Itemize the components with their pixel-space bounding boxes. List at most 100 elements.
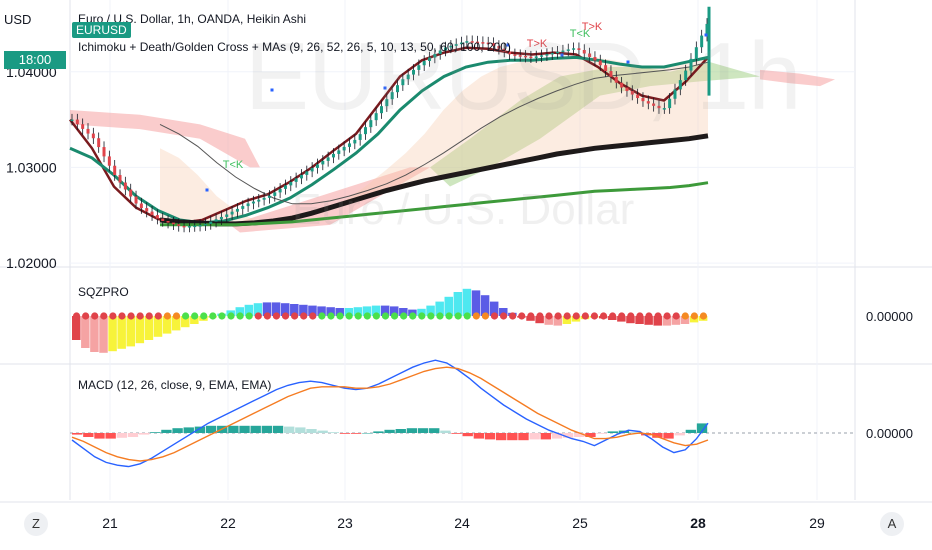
squeeze-bar bbox=[362, 306, 372, 316]
squeeze-dot bbox=[82, 312, 90, 320]
squeeze-dot bbox=[91, 312, 99, 320]
candle-body bbox=[620, 82, 624, 88]
x-tick-label: 28 bbox=[690, 515, 706, 531]
squeeze-dot bbox=[409, 312, 417, 320]
squeeze-bar bbox=[499, 308, 508, 316]
time-badge: 18:00 bbox=[4, 51, 66, 69]
signal-marker bbox=[270, 88, 274, 92]
squeeze-dot bbox=[191, 312, 199, 320]
candle-body bbox=[379, 106, 383, 114]
candle-body bbox=[657, 105, 661, 109]
macd-histogram-bar bbox=[451, 433, 462, 434]
squeeze-dot bbox=[663, 312, 671, 320]
squeeze-bar bbox=[190, 316, 199, 324]
candle-body bbox=[171, 222, 175, 225]
squeeze-dot bbox=[609, 312, 617, 320]
candle-body bbox=[646, 101, 650, 104]
squeeze-bar bbox=[371, 305, 381, 316]
squeeze-dot bbox=[454, 312, 462, 320]
squeeze-bar bbox=[417, 308, 426, 316]
auto-scale-button[interactable]: A bbox=[880, 512, 904, 536]
candle-body bbox=[129, 189, 133, 197]
macd-histogram-bar bbox=[362, 433, 373, 434]
candle-body bbox=[299, 174, 303, 179]
squeeze-dot bbox=[336, 312, 344, 320]
macd-histogram-bar bbox=[94, 433, 105, 439]
candle-body bbox=[187, 226, 191, 228]
macd-pane-title[interactable]: MACD (12, 26, close, 9, EMA, EMA) bbox=[78, 378, 272, 392]
candle-body bbox=[422, 60, 426, 66]
candle-body bbox=[273, 192, 277, 196]
x-tick-label: 21 bbox=[102, 515, 118, 531]
candle-body bbox=[337, 150, 341, 154]
macd-histogram-bar bbox=[295, 427, 306, 433]
squeeze-bar bbox=[435, 301, 444, 316]
squeeze-bar bbox=[471, 290, 481, 316]
macd-histogram-bar bbox=[339, 433, 351, 434]
squeeze-bar bbox=[290, 304, 299, 316]
macd-histogram-bar bbox=[674, 433, 685, 436]
candle-body bbox=[294, 178, 298, 182]
candle-body bbox=[369, 120, 373, 128]
squeeze-dot bbox=[636, 312, 644, 320]
candle-body bbox=[492, 43, 496, 46]
indicator-legend[interactable]: Ichimoku + Death/Golden Cross + MAs (9, … bbox=[78, 40, 511, 54]
macd-histogram-bar bbox=[406, 428, 418, 433]
squeeze-dot bbox=[372, 312, 380, 320]
candle-body bbox=[203, 223, 207, 226]
candle-body bbox=[625, 87, 629, 92]
candle-body bbox=[235, 208, 239, 212]
signal-marker bbox=[506, 43, 510, 47]
candle-body bbox=[81, 124, 85, 129]
squeeze-dot bbox=[345, 312, 353, 320]
squeeze-dot bbox=[490, 312, 499, 320]
candle-body bbox=[609, 71, 613, 77]
candle-body bbox=[230, 211, 234, 215]
symbol-badge[interactable]: EURUSD bbox=[72, 22, 131, 38]
squeeze-bar bbox=[244, 304, 254, 316]
signal-marker bbox=[205, 188, 209, 192]
candle-body bbox=[588, 53, 592, 57]
candle-body bbox=[540, 55, 544, 57]
kumo-cloud bbox=[70, 110, 260, 168]
candle-body bbox=[326, 157, 330, 161]
chart-title: Euro / U.S. Dollar, 1h, OANDA, Heikin As… bbox=[78, 12, 307, 26]
squeeze-bar bbox=[544, 316, 553, 325]
macd-histogram-bar bbox=[663, 433, 674, 439]
macd-histogram-bar bbox=[261, 425, 273, 433]
candle-body bbox=[385, 99, 389, 107]
squeeze-bar bbox=[181, 316, 190, 328]
squeeze-dot bbox=[72, 312, 81, 320]
candle-body bbox=[305, 171, 309, 175]
candle-body bbox=[502, 48, 506, 52]
candle-body bbox=[70, 119, 74, 122]
candle-body bbox=[139, 203, 143, 209]
macd-line bbox=[71, 359, 709, 468]
macd-histogram-bar bbox=[496, 433, 507, 441]
candle-body bbox=[412, 69, 416, 75]
x-tick-label: 23 bbox=[337, 515, 353, 531]
candle-body bbox=[166, 220, 170, 223]
squeeze-dot bbox=[536, 312, 544, 320]
squeeze-bar bbox=[271, 302, 281, 316]
squeeze-dot bbox=[563, 312, 571, 320]
macd-histogram-bar bbox=[127, 433, 139, 437]
squeeze-bar bbox=[653, 316, 662, 326]
candle-body bbox=[668, 98, 672, 109]
candle-body bbox=[353, 139, 357, 144]
squeeze-bar bbox=[126, 316, 135, 347]
macd-histogram-bar bbox=[417, 428, 429, 433]
squeeze-dot bbox=[400, 312, 408, 320]
candle-body bbox=[614, 76, 618, 83]
squeeze-bar bbox=[117, 316, 126, 349]
squeeze-dot bbox=[291, 312, 299, 320]
candle-body bbox=[465, 41, 469, 43]
candle-body bbox=[315, 164, 319, 168]
candle-body bbox=[406, 74, 410, 80]
candle-body bbox=[460, 42, 464, 45]
macd-histogram-bar bbox=[172, 428, 183, 433]
macd-signal-line bbox=[71, 366, 709, 462]
squeeze-dot bbox=[590, 312, 599, 320]
sqz-pane-title[interactable]: SQZPRO bbox=[78, 285, 129, 299]
zoom-button[interactable]: Z bbox=[24, 512, 48, 536]
